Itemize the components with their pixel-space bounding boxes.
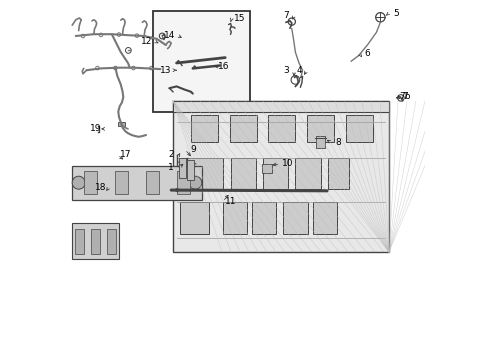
Text: 7: 7	[284, 10, 289, 19]
Bar	[283, 202, 308, 234]
Bar	[173, 101, 389, 112]
Bar	[177, 171, 190, 194]
Bar	[75, 229, 84, 254]
Bar	[72, 223, 119, 259]
Bar	[314, 202, 337, 234]
Bar	[263, 158, 288, 189]
Bar	[269, 115, 295, 142]
Bar	[252, 202, 275, 234]
Text: 16: 16	[218, 62, 229, 71]
Bar	[230, 115, 257, 142]
Text: 6: 6	[365, 49, 370, 58]
Bar	[307, 115, 334, 142]
Bar	[160, 66, 171, 72]
Bar	[179, 158, 186, 178]
Bar	[153, 11, 250, 112]
Circle shape	[72, 176, 85, 189]
Text: 2: 2	[169, 150, 174, 159]
Text: 14: 14	[164, 31, 175, 40]
Bar	[146, 171, 159, 194]
Bar	[223, 202, 247, 234]
Text: 15: 15	[234, 14, 245, 23]
Bar	[115, 171, 128, 194]
Bar	[107, 229, 116, 254]
Text: 1: 1	[169, 163, 174, 172]
Bar	[187, 160, 194, 180]
Bar	[328, 158, 349, 189]
Text: 3: 3	[284, 66, 289, 75]
Bar	[346, 115, 373, 142]
Text: 7: 7	[402, 92, 408, 101]
Bar	[316, 136, 325, 148]
Circle shape	[189, 176, 202, 189]
Bar	[118, 122, 125, 126]
Text: 4: 4	[296, 66, 302, 75]
Text: 5: 5	[393, 9, 399, 18]
Text: 9: 9	[190, 145, 196, 154]
Bar	[91, 229, 100, 254]
Text: 7b: 7b	[399, 92, 411, 101]
Bar	[180, 158, 223, 189]
Text: 11: 11	[225, 197, 236, 206]
Bar	[84, 171, 97, 194]
Text: 10: 10	[282, 159, 294, 168]
Bar	[72, 166, 202, 200]
Bar	[173, 101, 389, 252]
Bar	[191, 115, 218, 142]
Bar	[180, 202, 209, 234]
Text: 17: 17	[120, 150, 131, 159]
Text: 19: 19	[90, 124, 101, 133]
Text: 12: 12	[142, 37, 153, 46]
Bar	[295, 158, 320, 189]
Bar	[262, 164, 272, 173]
Text: 18: 18	[95, 183, 107, 192]
Text: 13: 13	[160, 66, 172, 75]
Text: 8: 8	[336, 138, 342, 147]
Bar	[231, 158, 256, 189]
